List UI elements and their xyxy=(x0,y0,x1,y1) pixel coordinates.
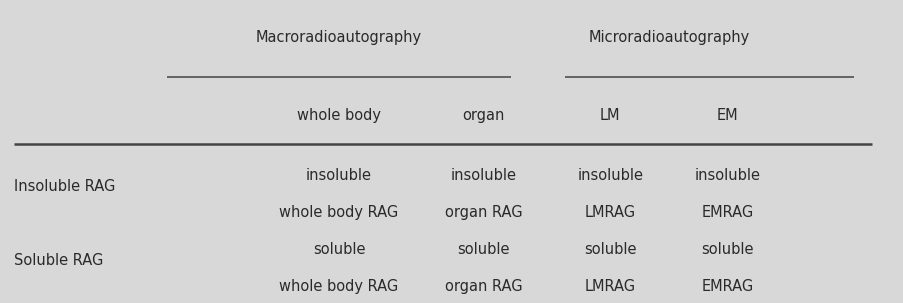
Text: soluble: soluble xyxy=(701,242,753,258)
Text: insoluble: insoluble xyxy=(450,168,517,183)
Text: Microradioautography: Microradioautography xyxy=(588,30,749,45)
Text: LMRAG: LMRAG xyxy=(584,205,635,220)
Text: soluble: soluble xyxy=(312,242,365,258)
Text: organ: organ xyxy=(462,108,504,123)
Text: soluble: soluble xyxy=(457,242,509,258)
Text: whole body RAG: whole body RAG xyxy=(279,205,398,220)
Text: organ RAG: organ RAG xyxy=(444,279,522,294)
Text: insoluble: insoluble xyxy=(576,168,643,183)
Text: EM: EM xyxy=(716,108,738,123)
Text: Soluble RAG: Soluble RAG xyxy=(14,253,103,268)
Text: organ RAG: organ RAG xyxy=(444,205,522,220)
Text: whole body RAG: whole body RAG xyxy=(279,279,398,294)
Text: LMRAG: LMRAG xyxy=(584,279,635,294)
Text: EMRAG: EMRAG xyxy=(701,279,753,294)
Text: Macroradioautography: Macroradioautography xyxy=(256,30,422,45)
Text: LM: LM xyxy=(600,108,619,123)
Text: whole body: whole body xyxy=(297,108,380,123)
Text: soluble: soluble xyxy=(583,242,636,258)
Text: EMRAG: EMRAG xyxy=(701,205,753,220)
Text: insoluble: insoluble xyxy=(305,168,372,183)
Text: insoluble: insoluble xyxy=(694,168,760,183)
Text: Insoluble RAG: Insoluble RAG xyxy=(14,179,115,194)
